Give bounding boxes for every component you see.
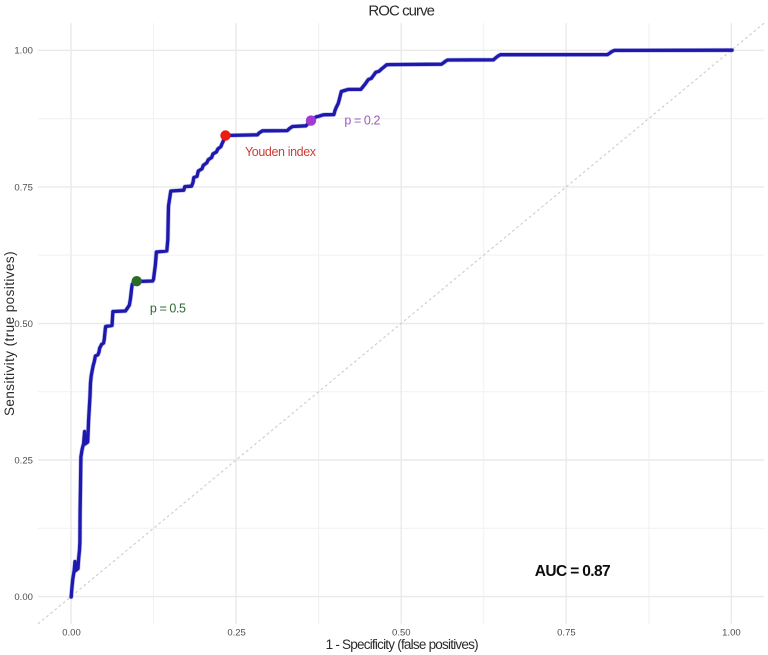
svg-text:0.50: 0.50 [392,628,411,639]
svg-text:p = 0.2: p = 0.2 [344,114,380,128]
svg-text:0.50: 0.50 [14,319,33,330]
svg-text:Youden index: Youden index [245,145,317,159]
svg-text:0.25: 0.25 [14,455,33,466]
svg-text:0.75: 0.75 [14,182,33,193]
svg-text:ROC curve: ROC curve [368,3,435,20]
svg-text:0.00: 0.00 [14,592,33,603]
svg-text:0.25: 0.25 [227,628,246,639]
svg-text:p = 0.5: p = 0.5 [150,302,186,316]
svg-text:0.00: 0.00 [62,628,81,639]
svg-text:0.75: 0.75 [557,628,576,639]
svg-text:1 - Specificity (false positiv: 1 - Specificity (false positives) [326,637,479,652]
svg-text:AUC = 0.87: AUC = 0.87 [535,563,611,580]
svg-text:1.00: 1.00 [14,46,33,57]
svg-text:Sensitivity (true positives): Sensitivity (true positives) [2,251,17,416]
svg-text:1.00: 1.00 [722,628,741,639]
